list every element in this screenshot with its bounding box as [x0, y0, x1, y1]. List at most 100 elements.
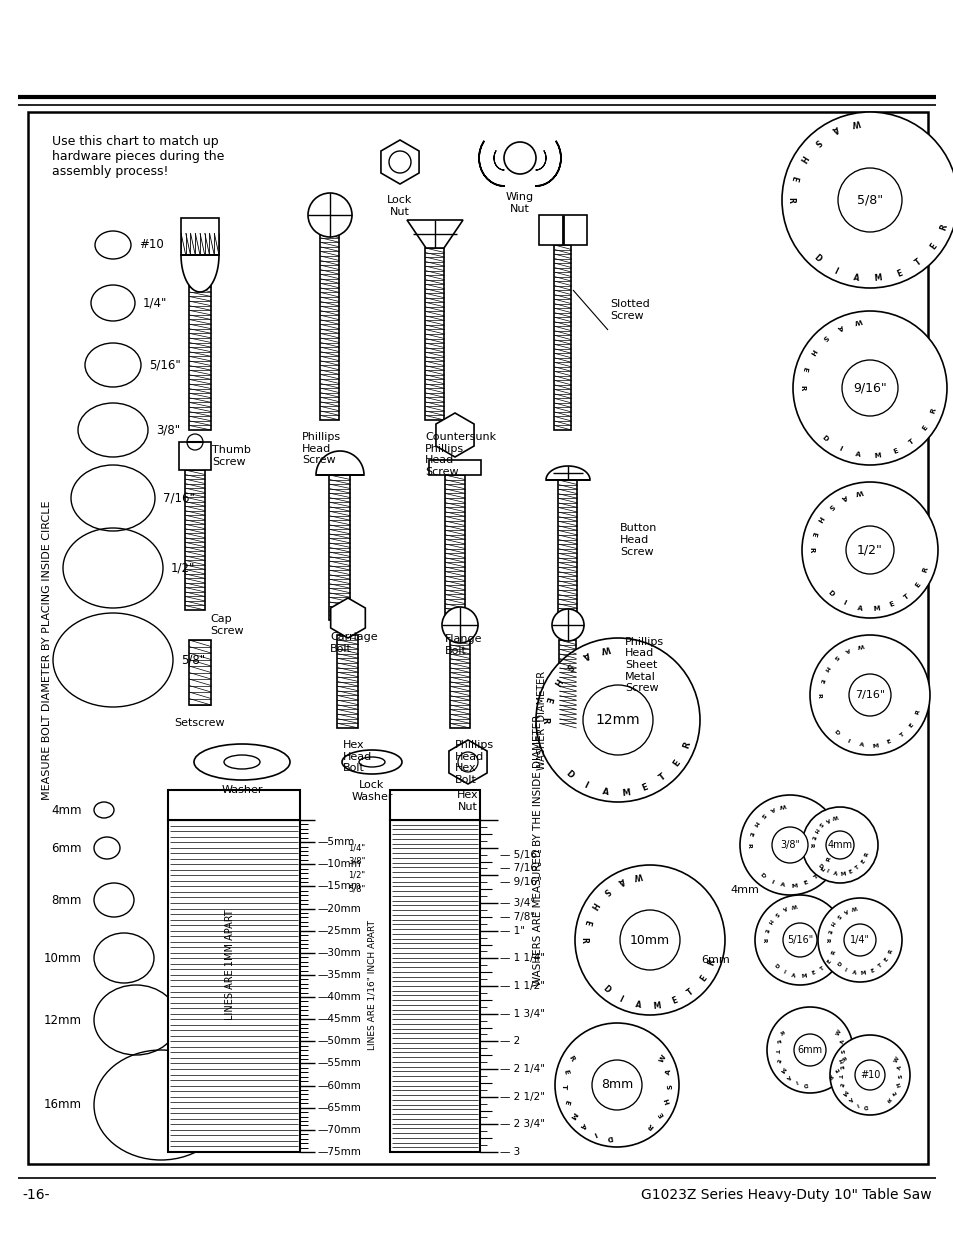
Text: T: T — [811, 874, 818, 881]
Text: H: H — [807, 348, 816, 356]
Text: E: E — [561, 1070, 568, 1076]
Text: — 1": — 1" — [499, 926, 524, 936]
Text: A: A — [832, 871, 837, 877]
Text: T: T — [836, 1074, 841, 1078]
Text: Countersunk
Phillips
Head
Screw: Countersunk Phillips Head Screw — [424, 432, 496, 477]
Bar — [390, 790, 479, 820]
Text: E: E — [698, 974, 708, 983]
Circle shape — [793, 1034, 825, 1066]
Text: H: H — [751, 820, 758, 826]
Text: Button
Head
Screw: Button Head Screw — [619, 524, 657, 557]
Text: W: W — [857, 642, 864, 648]
Text: M: M — [860, 969, 865, 976]
Text: E: E — [895, 268, 902, 278]
Text: D: D — [831, 730, 839, 736]
Text: R: R — [816, 693, 821, 698]
Text: T: T — [773, 1050, 778, 1053]
Text: E: E — [747, 831, 753, 836]
Text: LINES ARE 1MM APART: LINES ARE 1MM APART — [225, 910, 234, 1020]
Bar — [320, 215, 339, 420]
Text: E: E — [809, 531, 816, 537]
Text: E: E — [860, 860, 865, 864]
Text: R: R — [785, 198, 795, 203]
Text: R: R — [578, 937, 588, 944]
Text: 6mm: 6mm — [700, 955, 729, 965]
Text: 10mm: 10mm — [44, 951, 82, 965]
Text: A: A — [896, 1065, 902, 1071]
Text: E: E — [773, 1040, 779, 1045]
Text: T: T — [898, 732, 903, 739]
Text: 1/4": 1/4" — [849, 935, 869, 945]
Circle shape — [441, 606, 477, 643]
Text: E: E — [788, 174, 799, 182]
Circle shape — [843, 924, 875, 956]
Circle shape — [754, 895, 844, 986]
Text: H: H — [815, 515, 823, 522]
Text: W: W — [658, 1053, 667, 1063]
Text: 12mm: 12mm — [595, 713, 639, 727]
Circle shape — [536, 638, 700, 802]
Polygon shape — [407, 220, 462, 248]
Text: E: E — [869, 967, 874, 973]
Text: R: R — [887, 948, 893, 955]
Text: S: S — [666, 1084, 673, 1089]
Text: A: A — [823, 816, 829, 823]
Text: S: S — [898, 1074, 902, 1078]
Text: S: S — [832, 653, 839, 661]
Circle shape — [592, 1060, 641, 1110]
Text: —20mm: —20mm — [317, 904, 361, 914]
Polygon shape — [331, 598, 365, 638]
Text: H: H — [550, 676, 561, 687]
Text: E: E — [670, 997, 679, 1007]
Circle shape — [575, 864, 724, 1015]
Text: E: E — [847, 869, 853, 874]
Text: E: E — [892, 1089, 898, 1095]
Text: A: A — [851, 969, 856, 976]
Text: 1/2": 1/2" — [171, 562, 195, 574]
Text: 5/16": 5/16" — [786, 935, 812, 945]
Text: A: A — [840, 493, 847, 501]
Text: W: W — [855, 488, 863, 495]
Text: 3/8": 3/8" — [780, 840, 800, 850]
Text: M: M — [568, 1110, 577, 1119]
Text: 5/8": 5/8" — [181, 653, 205, 667]
Text: Phillips
Head
Screw: Phillips Head Screw — [302, 432, 341, 466]
Text: A: A — [600, 787, 609, 797]
Text: M: M — [840, 1089, 847, 1095]
Text: E: E — [581, 918, 591, 925]
Text: D: D — [825, 589, 834, 598]
Text: D: D — [834, 961, 841, 968]
Text: 1/2": 1/2" — [348, 871, 365, 879]
Text: 6mm: 6mm — [797, 1045, 821, 1055]
Text: 12mm: 12mm — [44, 1014, 82, 1026]
Text: Slotted
Screw: Slotted Screw — [609, 299, 649, 321]
Text: — 1 1/4": — 1 1/4" — [499, 953, 544, 963]
Bar — [429, 459, 480, 475]
Text: A: A — [841, 908, 847, 914]
Text: R: R — [938, 222, 948, 231]
Text: R: R — [914, 709, 921, 715]
Text: T: T — [560, 1084, 566, 1089]
Text: E: E — [928, 242, 938, 251]
Bar — [189, 640, 211, 705]
Text: —60mm: —60mm — [317, 1081, 361, 1091]
Bar — [168, 790, 299, 820]
Text: A: A — [846, 1095, 852, 1102]
Text: —10mm: —10mm — [317, 860, 361, 869]
Text: T: T — [819, 966, 824, 972]
Polygon shape — [315, 451, 364, 475]
Circle shape — [792, 311, 946, 466]
Text: D: D — [817, 863, 823, 869]
Text: #10: #10 — [139, 238, 164, 252]
Polygon shape — [545, 466, 589, 480]
Circle shape — [740, 795, 840, 895]
Text: —55mm: —55mm — [317, 1058, 361, 1068]
Text: I: I — [618, 994, 623, 1004]
Bar — [558, 480, 577, 622]
Text: R: R — [760, 937, 765, 942]
Bar — [444, 475, 464, 622]
Text: I: I — [582, 781, 589, 790]
Text: R: R — [929, 408, 937, 415]
Circle shape — [845, 526, 893, 574]
Text: —25mm: —25mm — [317, 926, 361, 936]
